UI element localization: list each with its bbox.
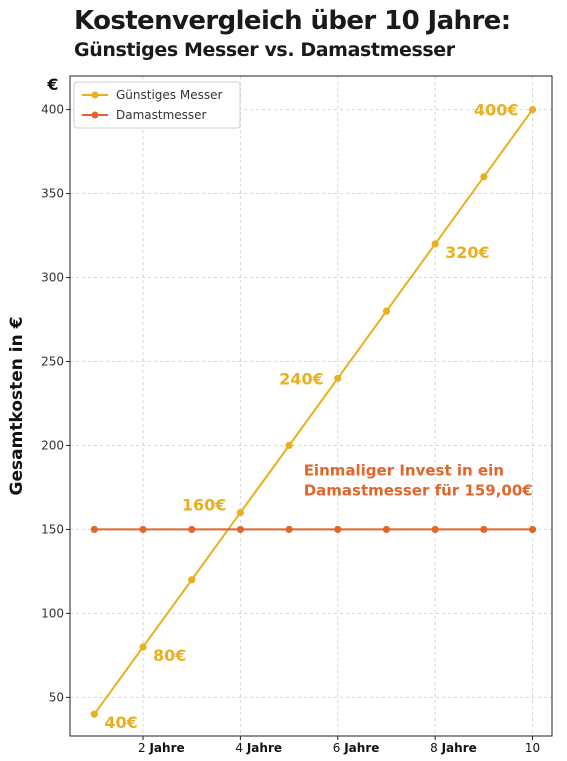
y-axis-title: Gesamtkosten in € xyxy=(7,317,27,496)
data-point xyxy=(382,307,391,315)
data-point xyxy=(431,240,439,248)
series-line-cheap-knife xyxy=(93,109,534,715)
x-tick-label: 10 xyxy=(525,741,540,755)
y-tick-label: 150 xyxy=(41,522,64,536)
y-tick-label: 300 xyxy=(41,271,64,285)
annotation-line: Damastmesser für 159,00€ xyxy=(304,482,533,500)
y-unit-label: € xyxy=(46,75,58,94)
data-label: 240€ xyxy=(279,369,324,388)
data-point xyxy=(528,525,537,534)
data-point xyxy=(236,525,245,534)
data-point xyxy=(480,173,488,181)
data-label: 40€ xyxy=(104,713,137,732)
y-tick-label: 200 xyxy=(41,438,64,452)
y-tick-label: 400 xyxy=(41,103,64,117)
data-label: 320€ xyxy=(445,243,490,262)
plot-frame xyxy=(69,75,553,737)
data-point xyxy=(285,525,293,534)
data-point xyxy=(188,525,196,534)
x-tick-label: 8 Jahre xyxy=(430,741,477,755)
legend-entry: Günstiges Messer xyxy=(116,88,222,102)
data-point xyxy=(431,525,439,534)
legend-entry: Damastmesser xyxy=(116,108,207,122)
page-title: Kostenvergleich über 10 Jahre: xyxy=(74,6,511,36)
data-point xyxy=(139,525,147,534)
y-tick-label: 100 xyxy=(41,606,64,620)
data-label: 400€ xyxy=(474,101,519,120)
data-point xyxy=(90,710,98,718)
data-point xyxy=(188,576,196,584)
data-point xyxy=(382,525,391,534)
y-tick-label: 250 xyxy=(41,354,64,368)
data-point xyxy=(334,374,342,382)
data-point xyxy=(236,509,245,517)
data-point xyxy=(139,643,147,651)
data-label: 160€ xyxy=(182,496,227,515)
legend-box xyxy=(73,81,241,129)
legend-swatch-marker xyxy=(91,91,99,99)
data-label: 80€ xyxy=(153,646,186,665)
data-point xyxy=(285,441,293,450)
legend-swatch-marker xyxy=(91,111,99,119)
data-point xyxy=(480,525,488,534)
data-point xyxy=(528,105,537,114)
x-tick-label: 4 Jahre xyxy=(235,741,282,755)
y-tick-label: 350 xyxy=(41,187,64,201)
page-subtitle: Günstiges Messer vs. Damastmesser xyxy=(74,39,455,61)
x-tick-label: 6 Jahre xyxy=(333,741,380,755)
data-point xyxy=(334,525,342,534)
annotation-line: Einmaliger Invest in ein xyxy=(304,462,504,480)
data-point xyxy=(90,525,98,534)
x-tick-label: 2 Jahre xyxy=(138,741,185,755)
y-tick-label: 50 xyxy=(49,690,64,704)
